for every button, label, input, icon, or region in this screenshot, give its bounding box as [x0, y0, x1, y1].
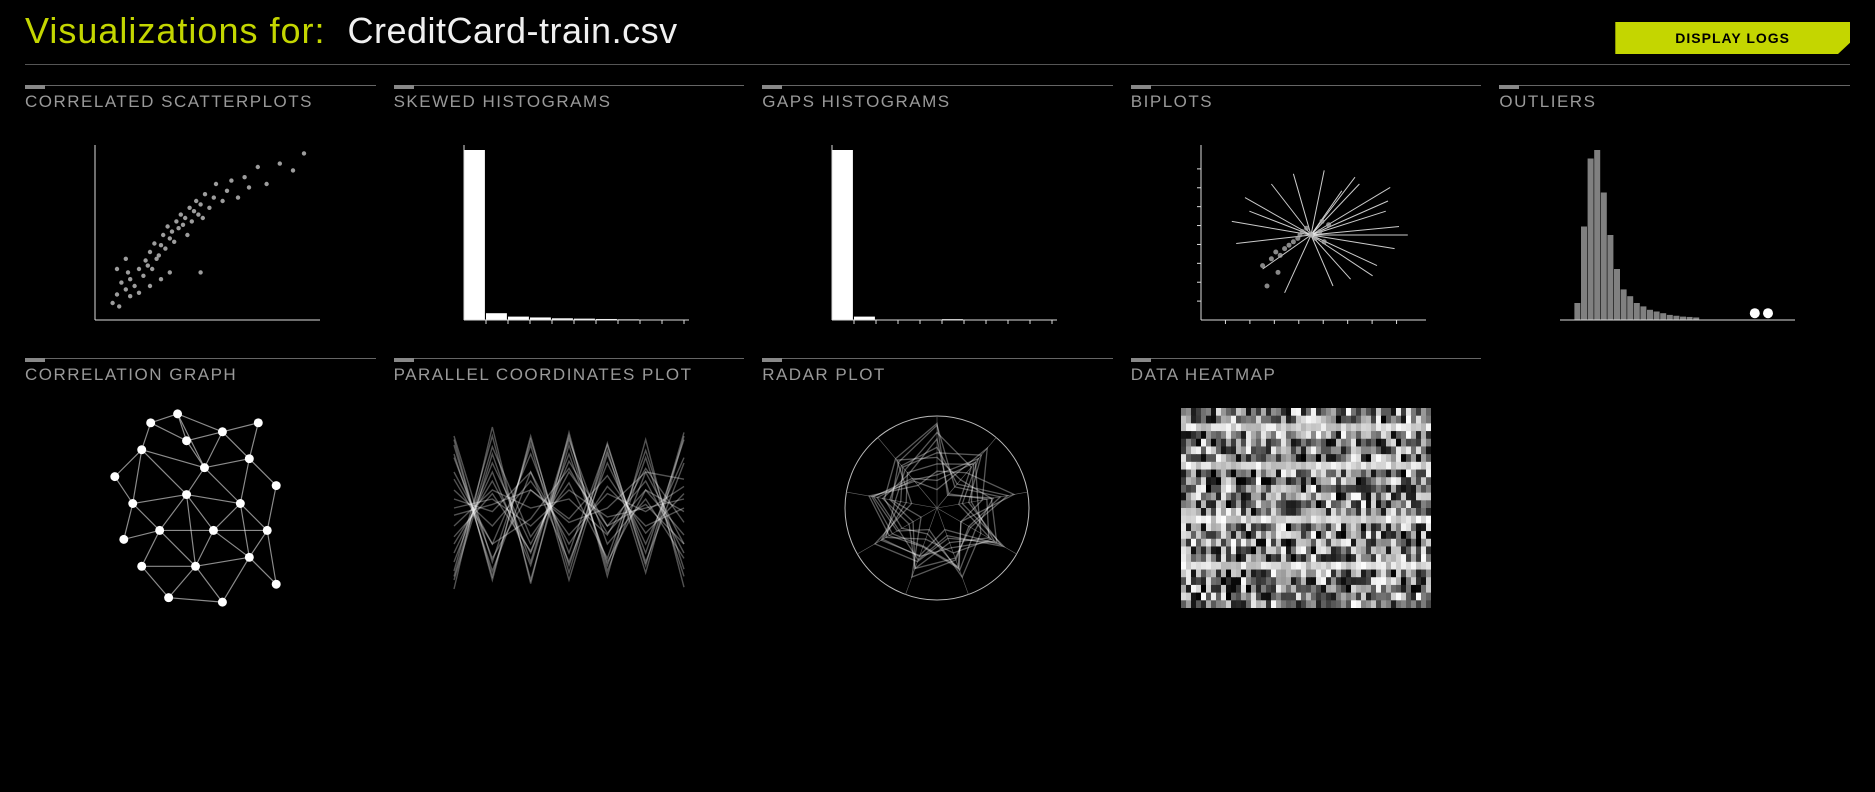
- panel-chart: [762, 130, 1113, 340]
- biplot-chart: [1181, 135, 1431, 335]
- panel-chart: [1131, 130, 1482, 340]
- panel-header: SKEWED HISTOGRAMS: [394, 85, 745, 112]
- panel-title: PARALLEL COORDINATES PLOT: [394, 365, 745, 385]
- histogram-chart: [444, 135, 694, 335]
- panel-title: DATA HEATMAP: [1131, 365, 1482, 385]
- panel-title: RADAR PLOT: [762, 365, 1113, 385]
- panel-parallel-coordinates[interactable]: PARALLEL COORDINATES PLOT: [394, 358, 745, 613]
- heatmap-chart: [1181, 408, 1431, 608]
- panel-title: CORRELATED SCATTERPLOTS: [25, 92, 376, 112]
- graph-chart: [75, 378, 325, 638]
- panel-outliers[interactable]: OUTLIERS: [1499, 85, 1850, 340]
- outlier_hist-chart: [1550, 135, 1800, 335]
- header: Visualizations for: CreditCard-train.csv…: [0, 0, 1875, 60]
- panel-header: DATA HEATMAP: [1131, 358, 1482, 385]
- panel-chart: [25, 130, 376, 340]
- panel-header: BIPLOTS: [1131, 85, 1482, 112]
- panel-header: GAPS HISTOGRAMS: [762, 85, 1113, 112]
- panel-gaps-histograms[interactable]: GAPS HISTOGRAMS: [762, 85, 1113, 340]
- panel-correlation-graph[interactable]: CORRELATION GRAPH: [25, 358, 376, 613]
- panel-title: OUTLIERS: [1499, 92, 1850, 112]
- panel-title: CORRELATION GRAPH: [25, 365, 376, 385]
- panel-chart: [394, 403, 745, 613]
- panel-data-heatmap[interactable]: DATA HEATMAP: [1131, 358, 1482, 613]
- panel-chart: [762, 403, 1113, 613]
- display-logs-button[interactable]: DISPLAY LOGS: [1615, 22, 1850, 54]
- scatter-chart: [75, 135, 325, 335]
- panel-biplots[interactable]: BIPLOTS: [1131, 85, 1482, 340]
- histogram-chart: [812, 135, 1062, 335]
- panel-header: PARALLEL COORDINATES PLOT: [394, 358, 745, 385]
- panel-title: GAPS HISTOGRAMS: [762, 92, 1113, 112]
- panels-grid: CORRELATED SCATTERPLOTS SKEWED HISTOGRAMS…: [0, 85, 1875, 613]
- panel-chart: [1131, 403, 1482, 613]
- panel-header: RADAR PLOT: [762, 358, 1113, 385]
- radar-chart: [812, 408, 1062, 608]
- parallel-chart: [444, 408, 694, 608]
- header-label: Visualizations for:: [25, 10, 325, 52]
- panel-radar-plot[interactable]: RADAR PLOT: [762, 358, 1113, 613]
- panel-header: CORRELATION GRAPH: [25, 358, 376, 385]
- panel-correlated-scatterplots[interactable]: CORRELATED SCATTERPLOTS: [25, 85, 376, 340]
- header-filename: CreditCard-train.csv: [347, 10, 677, 52]
- panel-header: CORRELATED SCATTERPLOTS: [25, 85, 376, 112]
- header-divider: [25, 64, 1850, 65]
- panel-header: OUTLIERS: [1499, 85, 1850, 112]
- panel-title: BIPLOTS: [1131, 92, 1482, 112]
- panel-chart: [394, 130, 745, 340]
- panel-chart: [1499, 130, 1850, 340]
- panel-skewed-histograms[interactable]: SKEWED HISTOGRAMS: [394, 85, 745, 340]
- panel-title: SKEWED HISTOGRAMS: [394, 92, 745, 112]
- panel-chart: [25, 403, 376, 613]
